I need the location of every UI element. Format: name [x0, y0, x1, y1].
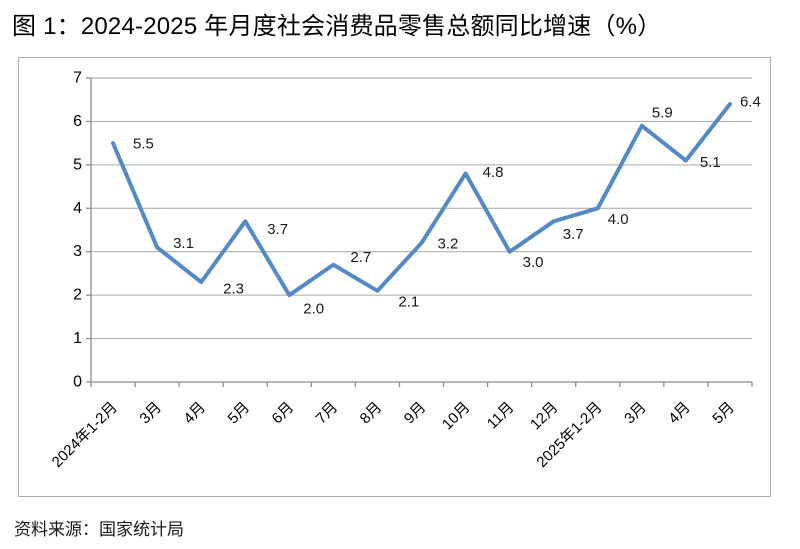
x-axis-tick-label: 11月	[484, 399, 518, 433]
y-axis-tick-label: 6	[73, 113, 82, 130]
line-chart: 0 1 2 3 4 5 6 7 2024年1-2月 3月 4月 5月 6月 7月 8月 9月 10月 11月 12月…	[49, 70, 761, 471]
x-axis-tick-label: 9月	[401, 399, 430, 428]
x-axis-tick-label: 12月	[527, 399, 561, 433]
y-axis-tick-label: 2	[73, 287, 82, 304]
x-axis-tick-label: 7月	[313, 399, 342, 428]
data-point-label: 5.1	[700, 154, 721, 171]
x-axis-tick-label: 10月	[439, 399, 473, 433]
figure-title: 图 1：2024-2025 年月度社会消费品零售总额同比增速（%）	[12, 13, 662, 40]
x-axis-tick-label: 5月	[225, 399, 254, 428]
data-point-label: 3.0	[523, 254, 544, 271]
data-point-label: 4.8	[483, 164, 504, 181]
data-point-label: 3.1	[173, 235, 194, 252]
x-axis-tick-label: 5月	[709, 399, 738, 428]
y-axis-tick-label: 0	[73, 374, 82, 391]
x-axis-tick-label: 4月	[180, 399, 209, 428]
data-line	[111, 102, 732, 298]
data-point-label: 3.2	[438, 236, 459, 253]
data-point-label: 3.7	[563, 226, 584, 243]
data-point-label: 2.7	[350, 249, 371, 266]
data-point-label: 3.7	[267, 221, 288, 238]
y-axis-tick-label: 7	[73, 70, 82, 87]
x-axis-tick-label: 2024年1-2月	[49, 399, 121, 471]
chart-frame: 0 1 2 3 4 5 6 7 2024年1-2月 3月 4月 5月 6月 7月 8月 9月 10月 11月 12月…	[18, 57, 771, 497]
x-axis-tick-label: 4月	[665, 399, 694, 428]
data-point-label: 2.3	[223, 281, 244, 298]
data-point-label: 4.0	[608, 211, 629, 228]
x-axis-tick-label: 8月	[357, 399, 386, 428]
x-axis-tick-label: 3月	[621, 399, 650, 428]
x-axis-tick-label: 3月	[136, 399, 165, 428]
y-axis-tick-label: 4	[73, 200, 82, 217]
y-axis-tick-label: 5	[73, 156, 82, 173]
y-axis-tick-label: 3	[73, 243, 82, 260]
data-point-label: 2.1	[398, 293, 419, 310]
source-note: 资料来源：国家统计局	[14, 520, 184, 539]
data-point-label: 2.0	[303, 301, 324, 318]
x-axis-tick-label: 6月	[269, 399, 298, 428]
data-point-label: 5.5	[133, 136, 154, 153]
y-axis-tick-label: 1	[73, 330, 82, 347]
data-point-label: 6.4	[740, 94, 761, 111]
data-point-label: 5.9	[652, 104, 673, 121]
